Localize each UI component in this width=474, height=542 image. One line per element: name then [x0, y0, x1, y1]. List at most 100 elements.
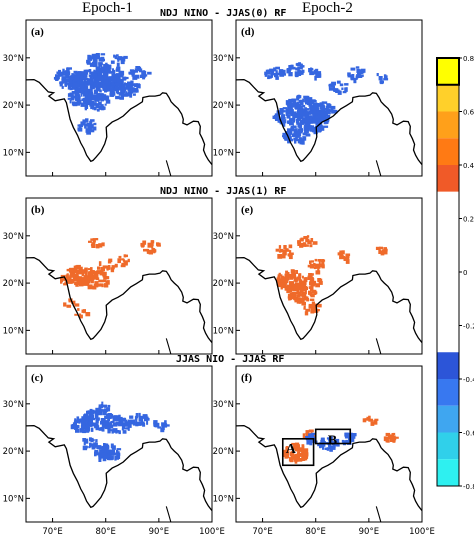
lat-tick-label: 10°N: [213, 494, 234, 504]
anomaly-cell: [320, 437, 325, 443]
lon-tick-label: 100°E: [409, 527, 435, 537]
anomaly-cell: [341, 250, 345, 255]
anomaly-cell: [102, 411, 107, 416]
anomaly-cell: [278, 282, 283, 288]
panel-frame: [235, 19, 423, 177]
anomaly-cell: [297, 458, 303, 462]
anomaly-cell: [142, 414, 148, 419]
anomaly-cell: [303, 305, 306, 309]
anomaly-cell: [313, 291, 317, 295]
anomaly-cell: [81, 424, 86, 429]
anomaly-cell: [98, 408, 102, 413]
anomaly-cell: [87, 268, 92, 271]
anomaly-cell: [282, 132, 287, 136]
anomaly-cell: [126, 83, 129, 87]
anomaly-cell: [383, 74, 387, 79]
anomaly-cell: [353, 78, 357, 84]
panel-background: [236, 20, 422, 176]
anomaly-cell: [339, 255, 345, 260]
anomaly-cell: [89, 443, 95, 446]
anomaly-cell: [113, 54, 116, 58]
anomaly-cell: [301, 285, 306, 289]
anomaly-cell: [148, 250, 153, 255]
anomaly-cell: [67, 86, 71, 90]
anomaly-cell: [355, 75, 358, 80]
anomaly-cell: [325, 109, 330, 113]
anomaly-cell: [103, 448, 107, 452]
anomaly-cell: [284, 285, 288, 290]
anomaly-cell: [95, 410, 98, 415]
anomaly-cell: [302, 98, 305, 103]
anomaly-cell: [289, 121, 294, 126]
anomaly-cell: [342, 440, 346, 446]
anomaly-cell: [100, 418, 106, 422]
anomaly-cell: [280, 275, 284, 279]
anomaly-cell: [89, 84, 94, 89]
anomaly-cell: [280, 110, 286, 113]
lat-tick-label: 30°N: [3, 232, 24, 242]
lat-tick-label: 20°N: [3, 101, 24, 111]
anomaly-cell: [316, 303, 322, 308]
anomaly-cell: [81, 280, 85, 285]
anomaly-cell: [79, 314, 83, 319]
anomaly-cell: [345, 253, 350, 259]
anomaly-cell: [55, 74, 60, 80]
anomaly-cell: [287, 293, 292, 297]
anomaly-cell: [385, 432, 391, 437]
anomaly-cell: [319, 113, 323, 118]
anomaly-cell: [118, 255, 122, 259]
anomaly-cell: [295, 63, 299, 66]
anomaly-cell: [88, 420, 93, 425]
anomaly-cell: [101, 283, 104, 288]
anomaly-cell: [100, 83, 104, 87]
anomaly-cell: [81, 420, 84, 426]
lat-tick-label: 20°N: [213, 101, 234, 111]
anomaly-cell: [319, 102, 324, 107]
anomaly-cell: [94, 423, 98, 427]
anomaly-cell: [327, 112, 331, 115]
anomaly-cell: [67, 280, 72, 284]
anomaly-cell: [296, 453, 302, 457]
colorbar-tick-label: -0.2: [463, 323, 474, 331]
anomaly-cell: [93, 271, 97, 274]
anomaly-cell: [113, 73, 117, 78]
anomaly-cell: [78, 269, 83, 273]
anomaly-cell: [74, 95, 78, 99]
region-box-a: [281, 437, 315, 467]
anomaly-cell: [118, 430, 121, 435]
anomaly-cell: [294, 72, 298, 78]
anomaly-cell: [67, 78, 71, 82]
anomaly-cell: [75, 429, 80, 433]
anomaly-cell: [77, 80, 80, 86]
anomaly-cell: [160, 427, 165, 433]
anomaly-cell: [293, 102, 299, 107]
panel-label: (e): [241, 204, 254, 216]
anomaly-cell: [87, 282, 90, 287]
anomaly-cell: [153, 420, 158, 425]
anomaly-cell: [320, 104, 325, 107]
anomaly-cell: [292, 287, 295, 290]
anomaly-cell: [316, 71, 322, 74]
anomaly-cell: [121, 428, 124, 431]
colorbar-bin: [437, 405, 459, 433]
anomaly-cell: [91, 410, 97, 414]
anomaly-cell: [142, 423, 146, 427]
anomaly-cell: [90, 427, 94, 432]
anomaly-cell: [301, 119, 305, 125]
anomaly-cell: [99, 85, 103, 88]
anomaly-cell: [89, 274, 94, 279]
anomaly-cell: [104, 95, 109, 99]
anomaly-cell: [307, 112, 310, 117]
anomaly-cell: [123, 93, 128, 97]
anomaly-cell: [286, 286, 292, 289]
colorbar-bin: [437, 84, 459, 112]
anomaly-cell: [124, 424, 129, 427]
anomaly-cell: [95, 66, 100, 72]
anomaly-cell: [360, 74, 364, 77]
anomaly-cell: [124, 421, 129, 426]
anomaly-cell: [98, 101, 102, 106]
anomaly-cell: [64, 84, 68, 87]
anomaly-cell: [312, 100, 317, 103]
anomaly-cell: [296, 132, 302, 137]
anomaly-cell: [62, 68, 65, 73]
